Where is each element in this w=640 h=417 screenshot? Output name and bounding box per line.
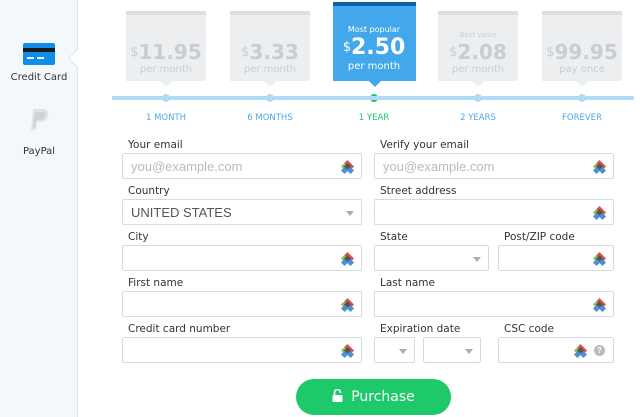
lock-icon xyxy=(332,388,343,402)
city-label: City xyxy=(128,231,149,243)
card-pointer xyxy=(160,81,172,87)
plan-duration-label[interactable]: 6 MONTHS xyxy=(247,113,293,123)
email-field[interactable]: you@example.com xyxy=(122,153,362,179)
first-name-field[interactable] xyxy=(122,291,362,317)
price-value: 2.50 xyxy=(351,35,406,60)
state-select[interactable] xyxy=(374,245,489,271)
expiration-year-select[interactable] xyxy=(423,337,481,363)
currency-symbol: $ xyxy=(449,45,458,60)
plan-duration-label[interactable]: 2 YEARS xyxy=(460,113,496,123)
plan-card[interactable]: $11.95 per month xyxy=(126,11,206,87)
currency-symbol: $ xyxy=(342,40,351,55)
plan-price: $2.50 xyxy=(333,35,416,61)
card-pointer xyxy=(368,81,381,87)
credit-card-icon xyxy=(23,43,55,65)
card-number-label: Credit card number xyxy=(128,323,231,335)
keyboard-fill-icon[interactable] xyxy=(592,297,607,313)
email-label: Your email xyxy=(128,139,183,151)
plan-period: pay once xyxy=(559,64,605,75)
verify-email-field[interactable]: you@example.com xyxy=(374,153,614,179)
card-number-field[interactable] xyxy=(122,337,362,363)
csc-label: CSC code xyxy=(504,323,554,335)
keyboard-fill-icon[interactable] xyxy=(592,159,607,175)
last-name-field[interactable] xyxy=(374,291,614,317)
price-value: 2.08 xyxy=(457,40,507,64)
currency-symbol: $ xyxy=(130,45,139,60)
state-label: State xyxy=(380,231,408,243)
card-pointer xyxy=(472,81,484,87)
purchase-label: Purchase xyxy=(351,389,415,405)
plan-card[interactable]: Most popular $2.50 per month xyxy=(332,2,416,87)
keyboard-fill-icon[interactable] xyxy=(592,251,607,267)
plan-period: per month xyxy=(139,64,193,75)
plan-card[interactable]: $3.33 per month xyxy=(230,11,310,87)
expiration-label: Expiration date xyxy=(380,323,461,335)
card-pointer xyxy=(264,81,276,87)
plan-badge xyxy=(230,30,310,40)
chevron-down-icon xyxy=(473,257,481,262)
currency-symbol: $ xyxy=(241,45,250,60)
sidebar-item-label: PayPal xyxy=(22,146,56,157)
price-value: 99.95 xyxy=(554,40,618,64)
street-label: Street address xyxy=(380,185,457,197)
plan-price: $99.95 xyxy=(542,40,622,64)
plan-period: per month xyxy=(347,61,401,72)
plan-card[interactable]: Best value $2.08 per month xyxy=(438,11,518,87)
chevron-down-icon xyxy=(346,211,354,216)
plan-badge: Most popular xyxy=(347,25,401,34)
street-field[interactable] xyxy=(374,199,614,225)
country-label: Country xyxy=(128,185,170,197)
keyboard-fill-icon[interactable] xyxy=(573,343,588,359)
card-pointer xyxy=(576,81,588,87)
keyboard-fill-icon[interactable] xyxy=(340,159,355,175)
plan-duration-label[interactable]: 1 MONTH xyxy=(145,113,187,123)
last-name-label: Last name xyxy=(380,277,435,289)
sidebar-item-label: Credit Card xyxy=(10,72,68,83)
keyboard-fill-icon[interactable] xyxy=(340,297,355,313)
plan-price: $2.08 xyxy=(438,40,518,64)
verify-email-label: Verify your email xyxy=(380,139,470,151)
paypal-icon xyxy=(31,109,49,130)
plan-badge xyxy=(542,30,622,40)
price-value: 3.33 xyxy=(249,40,299,64)
plan-badge: Best value xyxy=(459,31,497,39)
country-value: UNITED STATES xyxy=(131,205,232,220)
plan-timeline xyxy=(112,96,634,100)
sidebar-item-paypal[interactable]: PayPal xyxy=(0,107,78,157)
help-icon[interactable]: ? xyxy=(594,345,605,356)
email-placeholder: you@example.com xyxy=(131,159,243,174)
plan-duration-label[interactable]: 1 YEAR xyxy=(358,113,390,123)
plan-price: $11.95 xyxy=(126,40,206,64)
plan-duration-label[interactable]: FOREVER xyxy=(562,113,602,123)
keyboard-fill-icon[interactable] xyxy=(592,205,607,221)
city-field[interactable] xyxy=(122,245,362,271)
purchase-button[interactable]: Purchase xyxy=(296,379,451,415)
zip-label: Post/ZIP code xyxy=(504,231,575,243)
verify-email-placeholder: you@example.com xyxy=(383,159,495,174)
plan-card[interactable]: $99.95 pay once xyxy=(542,11,622,87)
sidebar-item-credit-card[interactable]: Credit Card xyxy=(0,43,78,83)
plan-period: per month xyxy=(451,64,505,75)
chevron-down-icon xyxy=(465,349,473,354)
csc-field[interactable]: ? xyxy=(498,337,614,363)
keyboard-fill-icon[interactable] xyxy=(340,343,355,359)
first-name-label: First name xyxy=(128,277,184,289)
payment-method-sidebar: Credit Card PayPal xyxy=(0,0,78,417)
expiration-month-select[interactable] xyxy=(374,337,415,363)
currency-symbol: $ xyxy=(546,45,555,60)
zip-field[interactable] xyxy=(498,245,614,271)
price-value: 11.95 xyxy=(138,40,202,64)
keyboard-fill-icon[interactable] xyxy=(340,251,355,267)
chevron-down-icon xyxy=(399,349,407,354)
plan-price: $3.33 xyxy=(230,40,310,64)
plan-badge xyxy=(126,30,206,40)
plan-period: per month xyxy=(243,64,297,75)
country-select[interactable]: UNITED STATES xyxy=(122,199,362,225)
